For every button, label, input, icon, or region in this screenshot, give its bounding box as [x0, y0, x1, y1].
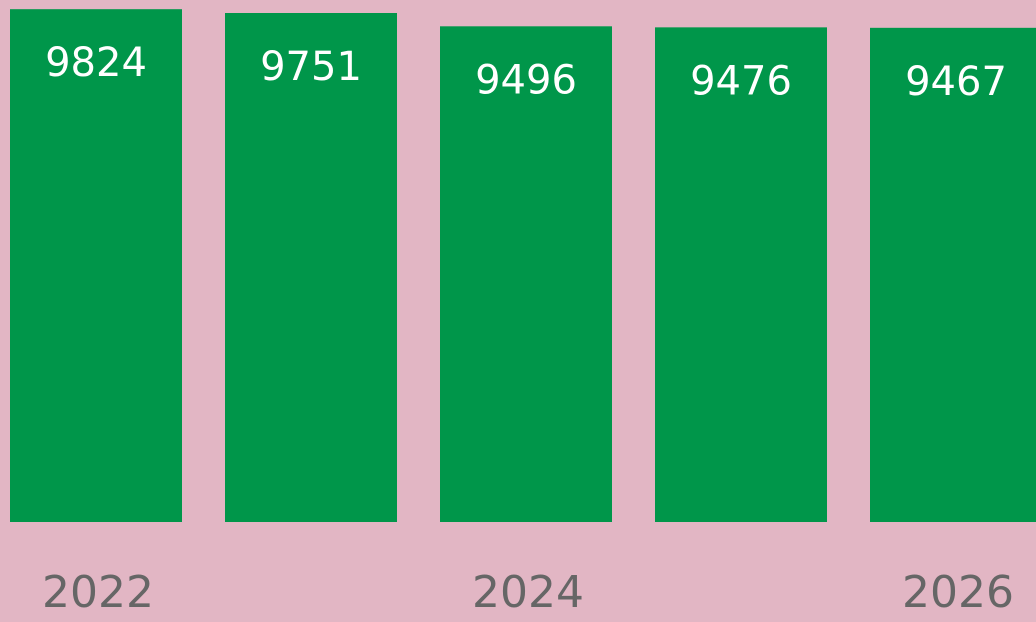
- bar: [440, 26, 612, 522]
- data-label: 9751: [260, 44, 362, 90]
- data-label: 9496: [475, 57, 577, 103]
- data-label: 9467: [905, 59, 1007, 105]
- x-tick-label: 2024: [472, 567, 584, 618]
- x-tick-label: 2022: [42, 567, 154, 618]
- bar: [655, 27, 827, 522]
- data-label: 9824: [45, 40, 147, 86]
- x-tick-label: 2026: [902, 567, 1014, 618]
- bar: [10, 9, 182, 523]
- data-label: 9476: [690, 58, 792, 104]
- bar: [225, 12, 397, 522]
- bar: [870, 27, 1036, 522]
